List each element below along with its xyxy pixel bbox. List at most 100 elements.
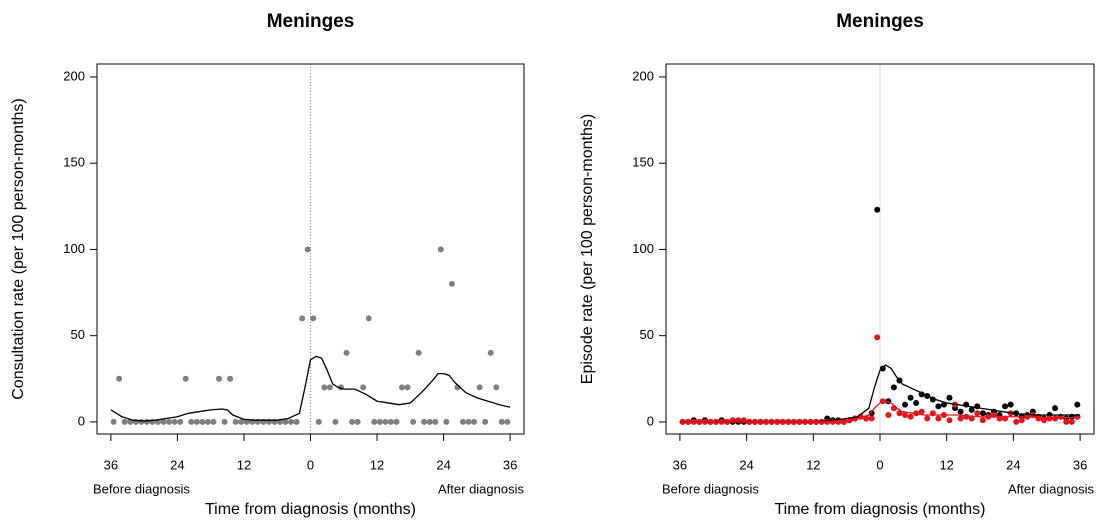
data-point [1007, 401, 1014, 408]
data-point [924, 415, 931, 422]
data-point [177, 418, 184, 425]
data-point [360, 384, 367, 391]
data-point [365, 315, 372, 322]
data-point [957, 408, 964, 415]
annotation: After diagnosis [438, 481, 524, 496]
data-point [963, 413, 970, 420]
data-point [443, 418, 450, 425]
data-point [354, 418, 361, 425]
y-tick-label: 50 [71, 327, 85, 342]
trend-line [679, 400, 1081, 423]
x-tick-label: 12 [370, 457, 384, 472]
x-tick-label: 24 [1006, 457, 1020, 472]
data-point [415, 349, 422, 356]
data-point [282, 418, 289, 425]
data-point [957, 415, 964, 422]
data-point [232, 418, 239, 425]
x-axis-title: Time from diagnosis (months) [205, 501, 416, 518]
data-point [343, 349, 350, 356]
data-point [376, 418, 383, 425]
data-point [210, 418, 217, 425]
trend-line [110, 355, 511, 422]
data-point [332, 418, 339, 425]
data-point [243, 418, 250, 425]
data-point [116, 375, 123, 382]
x-tick-label: 12 [806, 457, 820, 472]
data-point [193, 418, 200, 425]
y-tick-label: 0 [78, 413, 85, 428]
data-point [321, 384, 328, 391]
data-point [1052, 415, 1059, 422]
data-point [371, 418, 378, 425]
data-point [968, 415, 975, 422]
y-tick-label: 150 [63, 155, 85, 170]
data-point [968, 406, 975, 413]
data-point [399, 384, 405, 391]
data-point [1046, 415, 1053, 422]
data-point [918, 408, 925, 415]
data-point [349, 418, 356, 425]
data-point [946, 394, 953, 401]
x-tick-label: 36 [1073, 457, 1087, 472]
data-point [471, 418, 478, 425]
x-tick-label: 0 [876, 457, 883, 472]
data-point [216, 375, 222, 382]
chart-panel: Meninges Time from diagnosis (months) Cons… [10, 11, 525, 518]
data-point [448, 280, 455, 287]
y-tick-label: 100 [632, 241, 654, 256]
data-point [874, 206, 881, 213]
data-point [1074, 401, 1081, 408]
data-point [979, 417, 986, 424]
data-point [160, 418, 167, 425]
data-point [421, 418, 428, 425]
data-point [868, 415, 875, 422]
data-point [143, 418, 150, 425]
data-point [1068, 418, 1075, 425]
data-point [874, 334, 881, 341]
data-point [482, 418, 489, 425]
x-tick-label: 12 [939, 457, 953, 472]
x-tick-label: 36 [104, 457, 118, 472]
data-point [315, 418, 322, 425]
data-point [935, 415, 942, 422]
data-point [393, 418, 400, 425]
data-point [1035, 415, 1042, 422]
chart-title: Meninges [836, 11, 924, 32]
x-tick-label: 12 [237, 457, 251, 472]
data-point [410, 418, 417, 425]
data-point [227, 375, 234, 382]
data-point [171, 418, 178, 425]
x-tick-label: 24 [436, 457, 450, 472]
data-point [896, 410, 903, 417]
data-point [1040, 417, 1047, 424]
trend-line [679, 364, 1081, 423]
data-point [974, 410, 981, 417]
data-point [493, 384, 500, 391]
x-tick-label: 36 [673, 457, 687, 472]
data-point [498, 418, 505, 425]
data-point [299, 315, 306, 322]
data-point [465, 418, 472, 425]
data-point [885, 412, 892, 419]
data-point [487, 349, 494, 356]
y-axis-title: Consultation rate (per 100 person-months… [10, 98, 27, 400]
data-point [182, 375, 189, 382]
data-point [504, 418, 511, 425]
data-point [310, 315, 317, 322]
data-point [426, 418, 433, 425]
data-point [946, 417, 953, 424]
data-point [902, 412, 909, 419]
data-point [199, 418, 206, 425]
data-point [382, 418, 389, 425]
chart-title: Meninges [267, 11, 355, 32]
data-point [110, 418, 117, 425]
y-tick-label: 200 [632, 68, 654, 83]
data-point [902, 401, 909, 408]
data-point [1018, 417, 1025, 424]
data-point [387, 418, 394, 425]
data-point [1002, 403, 1009, 410]
data-point [907, 413, 914, 420]
data-point [238, 418, 245, 425]
data-point [288, 418, 295, 425]
